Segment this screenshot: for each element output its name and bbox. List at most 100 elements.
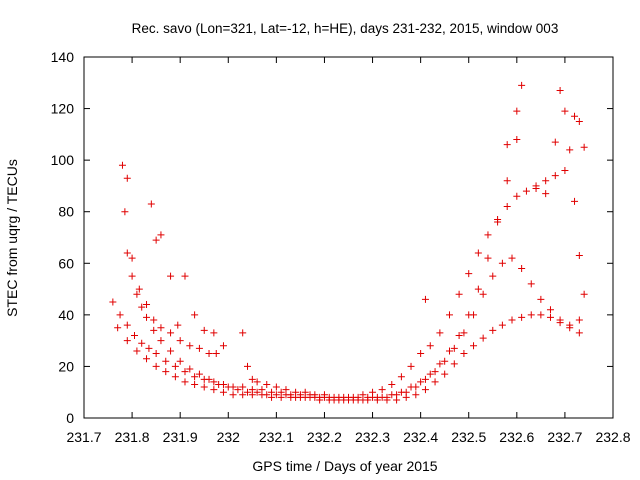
x-tick-label: 232.2 <box>307 429 342 445</box>
x-tick-label: 232.3 <box>355 429 390 445</box>
data-point <box>537 311 545 319</box>
data-point <box>340 393 348 401</box>
data-point <box>176 337 184 345</box>
data-point <box>412 391 420 399</box>
data-point <box>145 344 153 352</box>
data-point <box>143 355 151 363</box>
data-point <box>210 329 218 337</box>
data-point <box>191 373 199 381</box>
data-point <box>441 370 449 378</box>
data-point <box>474 285 482 293</box>
x-tick-label: 232.6 <box>499 429 534 445</box>
data-point <box>373 396 381 404</box>
data-point <box>349 393 357 401</box>
data-point <box>450 360 458 368</box>
y-tick-label: 60 <box>58 255 74 271</box>
data-point <box>571 197 579 205</box>
data-point <box>205 350 213 358</box>
data-point <box>123 321 131 329</box>
data-point <box>388 391 396 399</box>
data-point <box>174 321 182 329</box>
data-point <box>292 388 300 396</box>
data-point <box>109 298 117 306</box>
data-point <box>498 259 506 267</box>
data-point <box>277 393 285 401</box>
data-point <box>542 177 550 185</box>
data-point <box>212 350 220 358</box>
data-point <box>426 370 434 378</box>
data-point <box>460 350 468 358</box>
data-point <box>551 172 559 180</box>
series-sat-a <box>109 254 583 401</box>
plot-frame <box>83 56 614 419</box>
data-point <box>546 306 554 314</box>
data-point <box>162 368 170 376</box>
data-point <box>445 311 453 319</box>
series-sat-e <box>147 200 227 350</box>
data-point <box>503 203 511 211</box>
data-point <box>426 342 434 350</box>
data-point <box>407 362 415 370</box>
y-tick-label: 20 <box>58 358 74 374</box>
x-axis: 231.7 231.8 231.9 232 232.1 232.2 232.3 232.4 23… <box>66 57 631 445</box>
y-axis: 0 20 40 60 80 100 120 140 <box>51 49 613 426</box>
data-point <box>566 321 574 329</box>
x-tick-label: 231.7 <box>66 429 101 445</box>
data-point <box>239 391 247 399</box>
data-point <box>455 290 463 298</box>
data-point <box>253 388 261 396</box>
data-point <box>436 329 444 337</box>
data-point <box>479 334 487 342</box>
data-point <box>130 331 138 339</box>
data-point <box>556 319 564 327</box>
data-point <box>229 391 237 399</box>
series-sat-b <box>114 311 574 404</box>
data-point <box>157 324 165 332</box>
data-point <box>575 316 583 324</box>
x-tick-label: 231.8 <box>115 429 150 445</box>
x-tick-label: 232.8 <box>595 429 630 445</box>
data-point <box>359 391 367 399</box>
data-point <box>147 200 155 208</box>
data-point <box>508 254 516 262</box>
data-point <box>518 313 526 321</box>
data-point <box>421 386 429 394</box>
data-point <box>421 295 429 303</box>
data-point <box>152 350 160 358</box>
data-point <box>162 357 170 365</box>
y-tick-label: 40 <box>58 307 74 323</box>
data-point <box>205 375 213 383</box>
data-point <box>248 375 256 383</box>
data-point <box>397 373 405 381</box>
data-point <box>402 393 410 401</box>
data-point <box>143 313 151 321</box>
data-point <box>181 368 189 376</box>
data-point <box>561 166 569 174</box>
y-tick-label: 100 <box>51 152 75 168</box>
data-point <box>393 396 401 404</box>
data-point <box>556 87 564 95</box>
data-point <box>186 365 194 373</box>
x-tick-label: 232.5 <box>451 429 486 445</box>
data-point <box>542 190 550 198</box>
data-point <box>575 252 583 260</box>
data-point <box>215 380 223 388</box>
data-point <box>397 388 405 396</box>
data-point <box>580 143 588 151</box>
data-point <box>157 231 165 239</box>
data-point <box>513 136 521 144</box>
data-point <box>176 357 184 365</box>
data-point <box>244 388 252 396</box>
data-point <box>537 295 545 303</box>
data-point <box>518 264 526 272</box>
data-point <box>186 342 194 350</box>
data-point <box>121 208 129 216</box>
data-point <box>150 326 158 334</box>
data-point <box>234 386 242 394</box>
data-point <box>551 138 559 146</box>
data-point <box>503 141 511 149</box>
data-point <box>210 386 218 394</box>
data-point <box>484 254 492 262</box>
